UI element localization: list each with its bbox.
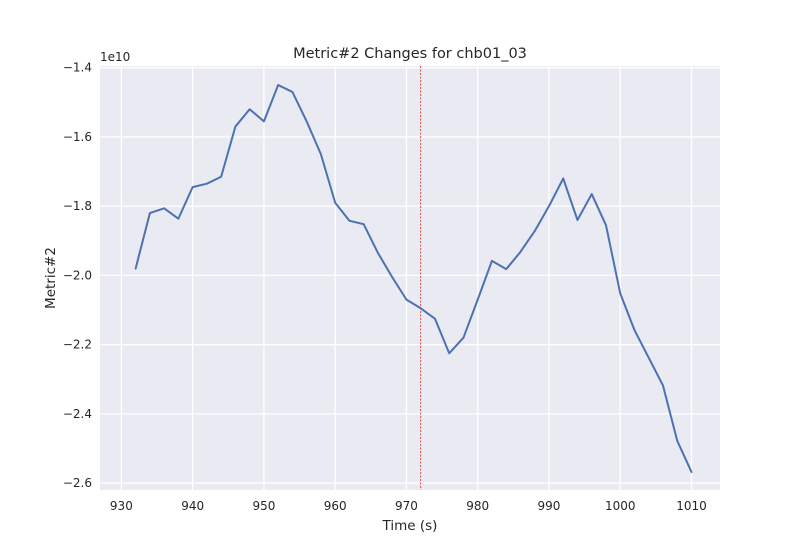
x-tick-label: 990	[538, 499, 561, 513]
y-tick-label: −2.0	[63, 268, 92, 282]
series-line	[134, 84, 693, 473]
x-tick-label: 950	[252, 499, 275, 513]
y-tick-label: −2.2	[63, 338, 92, 352]
grid	[100, 66, 720, 490]
y-tick-label: −2.6	[63, 476, 92, 490]
y-tick-label: −2.4	[63, 407, 92, 421]
x-tick-label: 960	[324, 499, 347, 513]
x-tick-label: 970	[395, 499, 418, 513]
y-tick-labels: −1.4 −1.6 −1.8 −2.0 −2.2 −2.4 −2.6	[63, 61, 92, 490]
y-tick-label: −1.6	[63, 130, 92, 144]
x-tick-label: 930	[110, 499, 133, 513]
x-tick-label: 1010	[676, 499, 707, 513]
chart-title: Metric#2 Changes for chb01_03	[293, 46, 527, 62]
series-group	[134, 84, 693, 473]
y-tick-label: −1.8	[63, 199, 92, 213]
y-tick-label: −1.4	[63, 61, 92, 75]
x-tick-label: 940	[181, 499, 204, 513]
x-tick-labels: 930 940 950 960 970 980 990 1000 1010	[110, 499, 707, 513]
x-tick-label: 1000	[605, 499, 636, 513]
y-axis-label: Metric#2	[43, 247, 59, 309]
y-offset-label: 1e10	[100, 50, 130, 64]
x-tick-label: 980	[466, 499, 489, 513]
x-axis-label: Time (s)	[382, 518, 438, 534]
